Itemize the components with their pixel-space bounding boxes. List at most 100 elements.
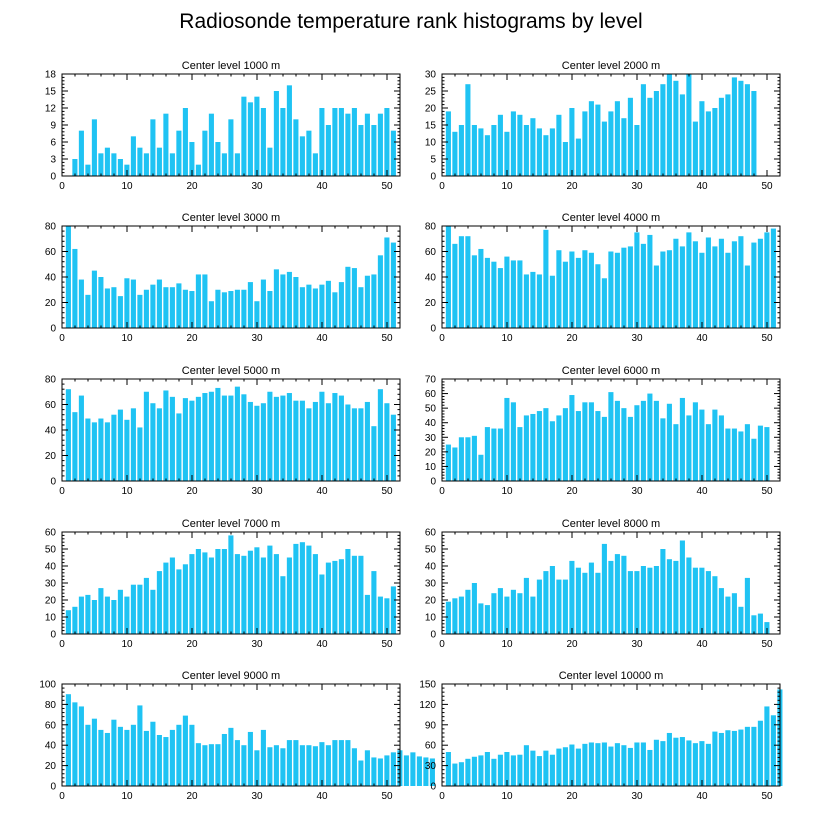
bar: [273, 396, 279, 481]
bar: [390, 130, 396, 176]
bar: [484, 752, 490, 786]
bar: [117, 409, 123, 481]
bar: [169, 153, 175, 176]
bar: [338, 559, 344, 634]
bar: [189, 724, 195, 786]
x-tick-label: 40: [696, 486, 708, 497]
bar: [228, 535, 234, 634]
bar: [465, 589, 471, 634]
y-tick-label: 10: [425, 613, 437, 624]
bar: [764, 427, 770, 481]
y-tick-label: 10: [425, 462, 437, 473]
bar: [601, 742, 607, 786]
y-tick-label: 120: [419, 700, 436, 711]
bar: [312, 554, 318, 634]
bar: [358, 408, 364, 481]
bar: [104, 288, 110, 328]
bar: [208, 301, 214, 328]
figure-title: Radiosonde temperature rank histograms b…: [179, 10, 643, 33]
bar: [725, 730, 731, 786]
bar: [111, 600, 117, 634]
y-tick-label: 30: [425, 70, 437, 81]
bar: [137, 705, 143, 786]
bar: [104, 147, 110, 176]
bar: [549, 566, 555, 634]
bar: [286, 557, 292, 634]
y-tick-label: 0: [430, 324, 436, 335]
x-tick-label: 30: [251, 486, 263, 497]
bar: [345, 113, 351, 176]
bar: [699, 101, 705, 176]
panel-7: Center level 7000 m 0 10 20 30 40 50 0 10 20 30 40 5…: [45, 518, 401, 650]
bar: [371, 426, 377, 481]
bar: [634, 232, 640, 328]
bar: [137, 427, 143, 481]
bar: [332, 560, 338, 634]
y-tick-label: 40: [45, 741, 57, 752]
bar: [267, 291, 273, 328]
bar: [569, 108, 575, 176]
y-tick-label: 0: [430, 172, 436, 183]
bar: [143, 289, 149, 328]
bar: [72, 159, 78, 176]
bar: [510, 589, 516, 634]
x-tick-label: 20: [186, 639, 198, 650]
bar: [504, 256, 510, 328]
bar: [640, 84, 646, 176]
y-tick-label: 0: [430, 782, 436, 793]
bar: [150, 119, 156, 176]
bar: [452, 763, 458, 786]
bar: [478, 603, 484, 634]
bar: [156, 571, 162, 634]
bar: [176, 569, 182, 634]
bar: [731, 428, 737, 481]
bar: [588, 742, 594, 786]
bar: [582, 572, 588, 634]
bar: [445, 226, 451, 328]
bar: [286, 740, 292, 786]
x-tick-label: 0: [59, 181, 65, 192]
bar: [293, 740, 299, 786]
bar: [491, 261, 497, 328]
x-tick-label: 0: [439, 639, 445, 650]
bar: [484, 257, 490, 328]
bar: [614, 252, 620, 328]
bar: [556, 579, 562, 634]
y-tick-label: 18: [45, 70, 57, 81]
bar: [452, 447, 458, 481]
bar: [458, 236, 464, 328]
y-tick-label: 15: [45, 87, 57, 98]
bar: [150, 403, 156, 481]
bar: [351, 108, 357, 176]
bar: [65, 694, 71, 786]
bar: [556, 748, 562, 786]
bar: [91, 422, 97, 481]
y-tick-label: 30: [425, 579, 437, 590]
bar: [221, 153, 227, 176]
bar: [543, 229, 549, 328]
bar: [595, 264, 601, 328]
x-tick-label: 50: [381, 486, 393, 497]
bar: [202, 393, 208, 481]
bar: [634, 742, 640, 786]
bar: [517, 260, 523, 328]
bar: [517, 114, 523, 176]
bar: [98, 153, 104, 176]
x-tick-label: 40: [696, 639, 708, 650]
bar: [582, 111, 588, 176]
bar: [582, 402, 588, 481]
bar: [660, 418, 666, 481]
x-tick-label: 50: [761, 181, 773, 192]
bar: [621, 745, 627, 786]
bar: [98, 588, 104, 634]
bar: [751, 91, 757, 176]
x-tick-label: 30: [631, 333, 643, 344]
bar: [530, 271, 536, 328]
bar: [569, 395, 575, 481]
y-tick-label: 60: [45, 720, 57, 731]
bar: [627, 747, 633, 786]
bar: [195, 274, 201, 328]
bar: [666, 74, 672, 176]
bar: [634, 405, 640, 481]
bar: [117, 296, 123, 328]
